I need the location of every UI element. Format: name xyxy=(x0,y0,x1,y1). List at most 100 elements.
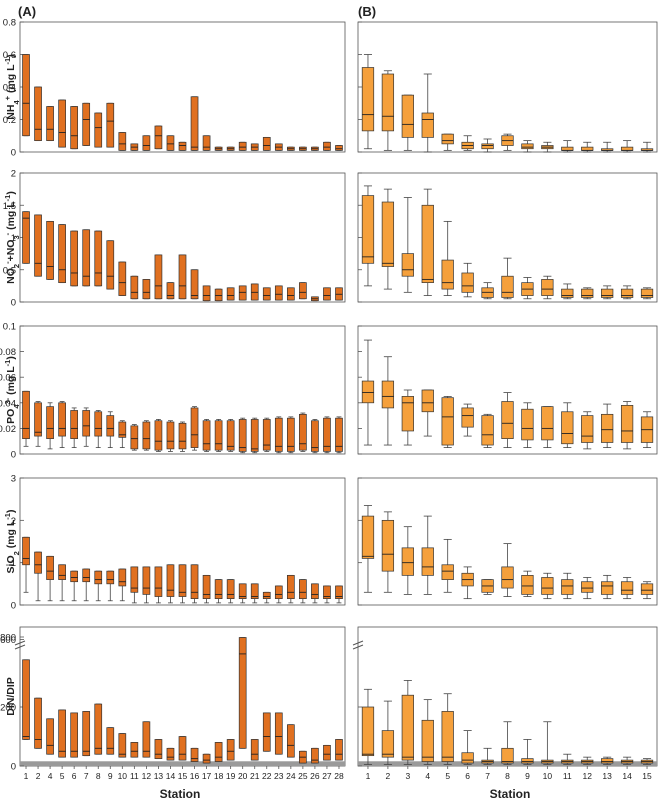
box-23 xyxy=(274,285,283,301)
box-2 xyxy=(34,551,42,602)
box-iqr xyxy=(299,413,307,451)
box-iqr xyxy=(130,742,139,758)
box-27 xyxy=(323,585,331,604)
box-iqr xyxy=(226,579,235,599)
box-8 xyxy=(94,570,103,602)
x-tick-label: 10 xyxy=(118,771,128,781)
box-iqr xyxy=(154,739,163,759)
box-3 xyxy=(401,389,414,446)
box-4 xyxy=(46,718,54,755)
box-iqr xyxy=(46,221,54,280)
x-tick-label: 8 xyxy=(505,771,510,781)
box-7 xyxy=(82,407,91,447)
box-4 xyxy=(421,73,434,153)
box-iqr xyxy=(58,402,66,437)
box-iqr xyxy=(361,706,375,757)
box-1 xyxy=(361,339,375,446)
box-3 xyxy=(401,526,414,595)
box-4 xyxy=(46,106,54,142)
box-11 xyxy=(561,140,574,153)
box-13 xyxy=(154,419,163,452)
box-28 xyxy=(335,739,343,761)
panel-a-po4: 0 0.02 0.04 0.06 0.08 0.1 PO43- (mg L-1) xyxy=(0,322,346,461)
box-iqr xyxy=(178,141,187,151)
box-6 xyxy=(70,570,79,602)
box-18 xyxy=(214,419,223,452)
box-iqr xyxy=(501,566,514,589)
y-tick-label: 0 xyxy=(11,148,16,159)
box-8 xyxy=(501,543,514,597)
box-iqr xyxy=(441,259,454,290)
box-7 xyxy=(481,579,494,595)
box-8 xyxy=(94,410,103,449)
box-6 xyxy=(461,730,474,765)
box-iqr xyxy=(286,417,295,452)
y-tick-label: 0 xyxy=(11,601,16,612)
box-8 xyxy=(94,230,103,287)
y-axis-title-part: 2 xyxy=(12,551,21,555)
x-tick-label: 10 xyxy=(543,771,553,781)
box-iqr xyxy=(94,230,103,287)
box-14 xyxy=(166,135,175,151)
box-22 xyxy=(262,591,271,604)
box-iqr xyxy=(34,551,42,574)
box-16 xyxy=(190,96,199,151)
box-10 xyxy=(541,572,554,600)
box-iqr xyxy=(34,214,42,277)
x-tick-label: 16 xyxy=(190,771,200,781)
box-4 xyxy=(46,555,54,602)
box-15 xyxy=(178,141,187,151)
y-axis-title-part: 3- xyxy=(3,397,12,404)
box-6 xyxy=(70,230,79,287)
x-tick-label: 13 xyxy=(154,771,164,781)
box-iqr xyxy=(250,739,259,761)
box-20 xyxy=(238,285,247,301)
box-iqr xyxy=(202,753,211,764)
box-21 xyxy=(250,417,259,454)
box-2 xyxy=(381,188,395,290)
box-iqr xyxy=(238,637,247,749)
box-17 xyxy=(202,285,211,302)
y-axis-title-part: SiO xyxy=(5,555,17,573)
box-iqr xyxy=(154,420,163,451)
y-axis-title: NO2-+NO3- (mg L-1) xyxy=(3,191,21,284)
panel-b-nox xyxy=(357,172,658,303)
box-iqr xyxy=(82,568,91,583)
box-1 xyxy=(22,536,30,593)
box-iqr xyxy=(142,566,151,595)
box-iqr xyxy=(202,575,211,599)
box-iqr xyxy=(401,396,414,432)
x-tick-label: 3 xyxy=(405,771,410,781)
box-iqr xyxy=(142,279,151,300)
box-iqr xyxy=(94,411,103,437)
box-iqr xyxy=(46,406,54,439)
box-15 xyxy=(178,564,187,604)
y-tick-label: 600 xyxy=(0,635,16,646)
box-21 xyxy=(250,583,259,604)
box-14 xyxy=(620,756,634,765)
box-iqr xyxy=(82,711,91,757)
box-iqr xyxy=(561,288,574,298)
box-iqr xyxy=(82,229,91,287)
box-iqr xyxy=(561,579,574,595)
box-26 xyxy=(311,419,319,454)
x-tick-label: 7 xyxy=(84,771,89,781)
box-iqr xyxy=(620,288,634,298)
box-iqr xyxy=(238,141,247,151)
box-6 xyxy=(461,135,474,151)
box-11 xyxy=(130,742,139,758)
box-iqr xyxy=(274,585,283,600)
box-8 xyxy=(501,257,514,300)
box-2 xyxy=(381,70,395,151)
box-5 xyxy=(441,220,454,296)
box-iqr xyxy=(106,240,115,290)
y-axis-title-part: 3 xyxy=(12,235,21,239)
box-7 xyxy=(82,229,91,287)
box-iqr xyxy=(601,581,614,595)
box-27 xyxy=(323,141,331,151)
box-iqr xyxy=(190,407,199,448)
box-21 xyxy=(250,143,259,151)
y-tick-label: 0 xyxy=(11,450,16,461)
box-5 xyxy=(58,224,66,284)
box-iqr xyxy=(202,135,211,151)
